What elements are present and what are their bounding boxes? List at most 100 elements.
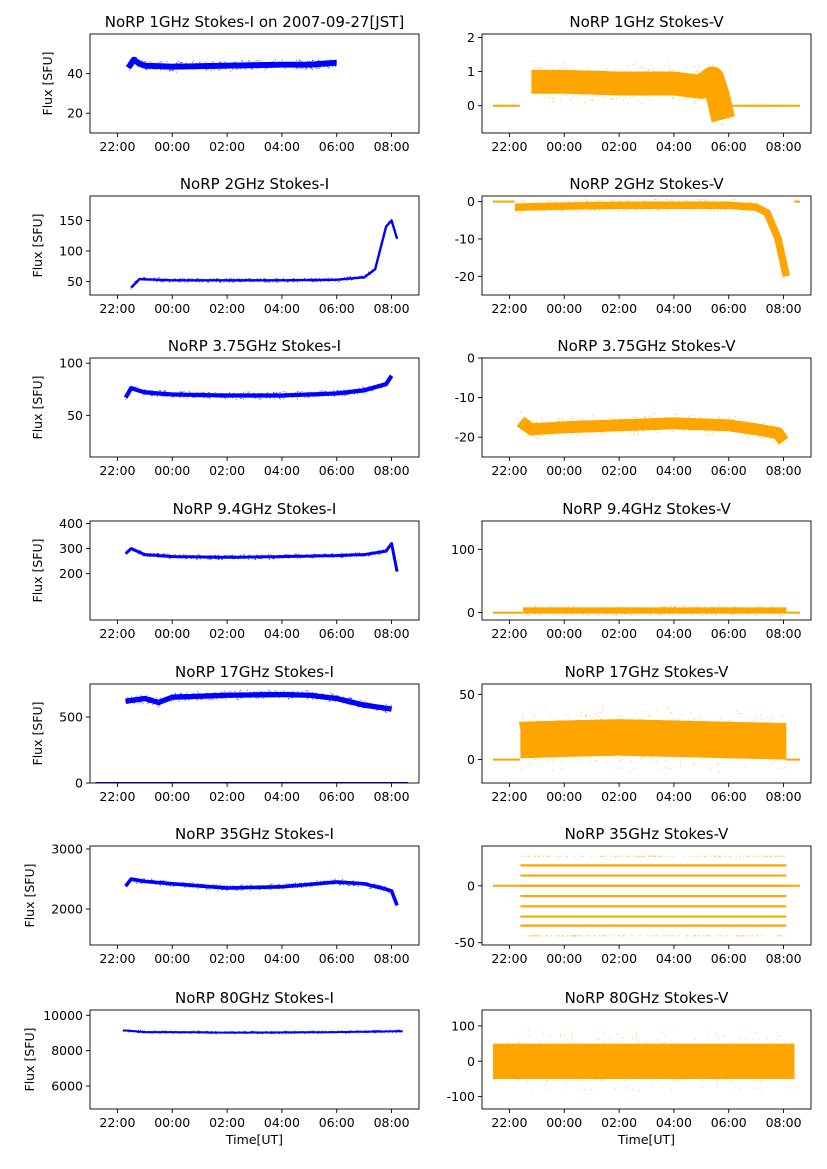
data-point (144, 279, 146, 281)
data-point (156, 699, 158, 701)
data-point (252, 281, 254, 283)
data-point (137, 390, 139, 392)
data-point (345, 393, 347, 395)
data-point (660, 613, 662, 615)
data-point (531, 209, 533, 211)
data-point (531, 79, 533, 81)
data-point (579, 429, 581, 431)
data-point (632, 205, 634, 208)
data-point (144, 67, 146, 69)
data-point (683, 610, 685, 612)
data-point (219, 695, 221, 698)
data-point (252, 395, 255, 397)
data-point (583, 419, 586, 421)
data-point (318, 394, 320, 396)
x-tick-label: 04:00 (264, 626, 300, 641)
data-point (135, 700, 137, 702)
data-point (523, 610, 525, 612)
data-point (613, 79, 615, 81)
data-point (316, 698, 318, 700)
data-point (690, 430, 692, 432)
data-point (321, 555, 323, 557)
data-point (532, 431, 534, 433)
data-point (752, 203, 754, 205)
data-point (782, 443, 784, 445)
data-point (196, 555, 198, 557)
data-point (698, 613, 700, 615)
data-point (389, 223, 391, 225)
data-point (631, 614, 633, 616)
data-point (653, 201, 655, 203)
data-point (635, 209, 637, 211)
data-point (762, 610, 765, 612)
data-point (586, 90, 588, 92)
data-point (206, 557, 208, 559)
data-point (696, 607, 698, 609)
data-point (327, 65, 329, 67)
data-point (138, 60, 140, 62)
data-point (337, 694, 339, 697)
data-point (219, 694, 222, 696)
data-point (195, 555, 197, 557)
data-point (539, 206, 541, 208)
data-point (208, 279, 210, 282)
data-point (664, 416, 666, 418)
data-point (170, 69, 172, 71)
data-point (748, 201, 750, 203)
data-point (560, 208, 562, 210)
data-point (651, 204, 653, 206)
data-point (134, 59, 136, 61)
data-point (188, 698, 190, 700)
data-point (286, 392, 288, 394)
data-point (571, 416, 573, 418)
data-point (310, 555, 312, 557)
data-point (620, 207, 622, 209)
data-point (213, 694, 215, 696)
data-point (744, 422, 746, 424)
data-point (326, 64, 328, 66)
data-point (623, 87, 625, 89)
data-point (645, 79, 648, 81)
data-point (184, 278, 186, 280)
data-point (239, 694, 242, 696)
data-point (652, 414, 654, 416)
data-point (572, 207, 574, 209)
data-point (601, 83, 603, 85)
data-point (256, 67, 259, 70)
data-point (725, 612, 728, 614)
data-point (288, 557, 290, 559)
data-point (521, 612, 523, 614)
data-point (133, 283, 135, 286)
data-point (279, 557, 281, 559)
data-point (159, 277, 161, 279)
data-point (225, 278, 227, 280)
data-point (207, 281, 209, 283)
data-point (685, 77, 687, 79)
data-point (271, 557, 273, 559)
data-point (665, 78, 667, 80)
data-point (256, 63, 258, 65)
data-point (557, 425, 559, 427)
data-point (546, 83, 548, 85)
data-point (578, 422, 580, 424)
data-point (687, 94, 689, 96)
data-point (586, 89, 588, 91)
data-point (347, 700, 349, 702)
data-point (678, 199, 680, 202)
data-point (311, 557, 313, 559)
data-point (602, 434, 604, 436)
data-point (349, 697, 351, 699)
data-point (195, 281, 197, 283)
data-point (160, 65, 162, 67)
data-point (212, 62, 214, 64)
data-point (277, 61, 279, 63)
data-point (263, 697, 265, 699)
data-point (537, 435, 539, 437)
data-point (157, 699, 159, 701)
data-point (296, 62, 299, 64)
data-point (777, 438, 779, 440)
data-point (501, 104, 503, 107)
data-point (606, 206, 608, 208)
data-point (341, 392, 343, 394)
data-point (570, 418, 572, 420)
